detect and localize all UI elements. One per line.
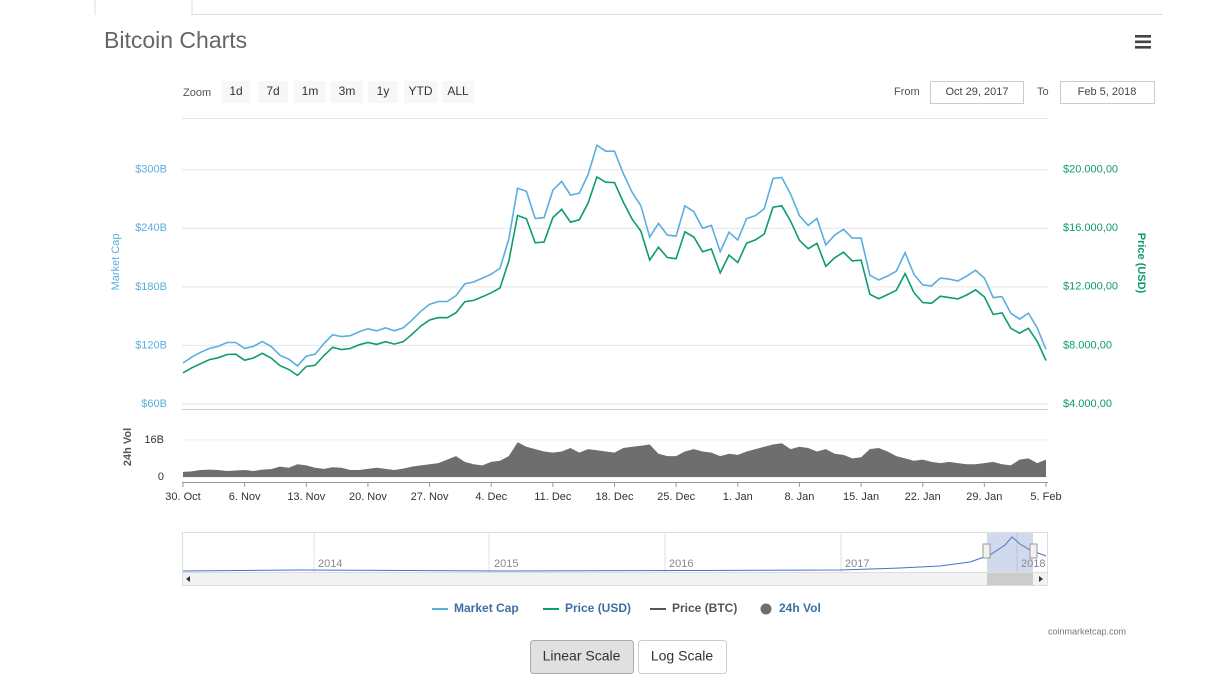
navigator-label: 2018 [1021,558,1045,570]
zoom-button-label: 1d [229,84,242,98]
legend-label[interactable]: 24h Vol [779,601,821,615]
legend-label[interactable]: Price (USD) [565,601,631,615]
zoom-button-label: 1m [302,84,319,98]
y2-axis-title: Price (USD) [1135,233,1147,294]
x-tick-label: 4. Dec [475,491,507,503]
menu-icon[interactable] [1135,35,1151,49]
x-tick-label: 27. Nov [411,491,449,503]
navigator-label: 2016 [669,558,693,570]
navigator-label: 2014 [318,558,342,570]
x-tick-label: 15. Jan [843,491,879,503]
zoom-button[interactable] [368,81,398,103]
scrollbar-thumb[interactable] [987,573,1033,585]
x-tick-label: 30. Oct [165,491,200,503]
x-tick-label: 5. Feb [1030,491,1061,503]
from-label: From [894,86,920,98]
zoom-button-label: 7d [266,84,279,98]
from-value: Oct 29, 2017 [946,86,1009,98]
y-tick-label: $60B [141,398,167,410]
zoom-button[interactable] [404,81,437,103]
to-label: To [1037,86,1049,98]
to-input[interactable] [1060,81,1155,104]
x-tick-label: 20. Nov [349,491,387,503]
to-value: Feb 5, 2018 [1078,86,1137,98]
x-tick-label: 22. Jan [905,491,941,503]
navigator-label: 2017 [845,558,869,570]
zoom-button[interactable] [442,81,474,103]
navigator-label: 2015 [494,558,518,570]
page-title: Bitcoin Charts [104,27,247,53]
x-tick-label: 13. Nov [287,491,325,503]
navigator-handle[interactable] [1029,543,1038,559]
y2-tick-label: $12.000,00 [1063,281,1118,293]
series-line [182,175,1047,377]
x-tick-label: 11. Dec [534,491,572,503]
zoom-button[interactable] [331,81,363,103]
zoom-button[interactable] [258,81,288,103]
x-tick-label: 29. Jan [966,491,1002,503]
volume-tick-label: 16B [144,434,164,446]
y2-tick-label: $20.000,00 [1063,163,1118,175]
x-tick-label: 8. Jan [784,491,814,503]
volume-axis-title: 24h Vol [122,428,134,466]
y-tick-label: $300B [135,164,167,176]
scale-button-label: Linear Scale [543,648,621,664]
volume-tick-label: 0 [158,471,164,483]
volume-area [183,442,1046,477]
y-tick-label: $120B [135,339,167,351]
scale-button[interactable] [638,640,727,674]
navigator-grid [313,533,1018,572]
y-tick-label: $180B [135,281,167,293]
credit: coinmarketcap.com [1048,626,1126,636]
legend-symbol [760,603,772,615]
x-tick-label: 1. Jan [723,491,753,503]
y2-tick-label: $16.000,00 [1063,222,1118,234]
zoom-button-label: 1y [377,84,390,98]
x-tick-label: 18. Dec [596,491,634,503]
legend-label[interactable]: Market Cap [454,601,519,615]
navigator-series [182,536,1047,572]
zoom-label: Zoom [183,87,211,99]
from-input[interactable] [930,81,1024,104]
legend-label[interactable]: Price (BTC) [672,601,737,615]
scrollbar[interactable] [182,572,1048,586]
zoom-button[interactable] [294,81,326,103]
y-tick-label: $240B [135,222,167,234]
zoom-button-label: ALL [447,84,469,98]
x-tick-label: 6. Nov [229,491,261,503]
navigator-selection[interactable] [987,533,1033,572]
navigator-handle[interactable] [982,543,991,559]
scale-button-label: Log Scale [651,648,713,664]
scale-button[interactable] [530,640,634,674]
zoom-button-label: 3m [339,84,356,98]
y2-tick-label: $8.000,00 [1063,339,1112,351]
y-axis-title: Market Cap [110,234,122,291]
x-tick-label: 25. Dec [657,491,695,503]
zoom-button-label: YTD [409,84,433,98]
navigator[interactable] [182,532,1048,573]
series-line [182,144,1047,367]
zoom-button[interactable] [222,81,250,103]
y2-tick-label: $4.000,00 [1063,398,1112,410]
